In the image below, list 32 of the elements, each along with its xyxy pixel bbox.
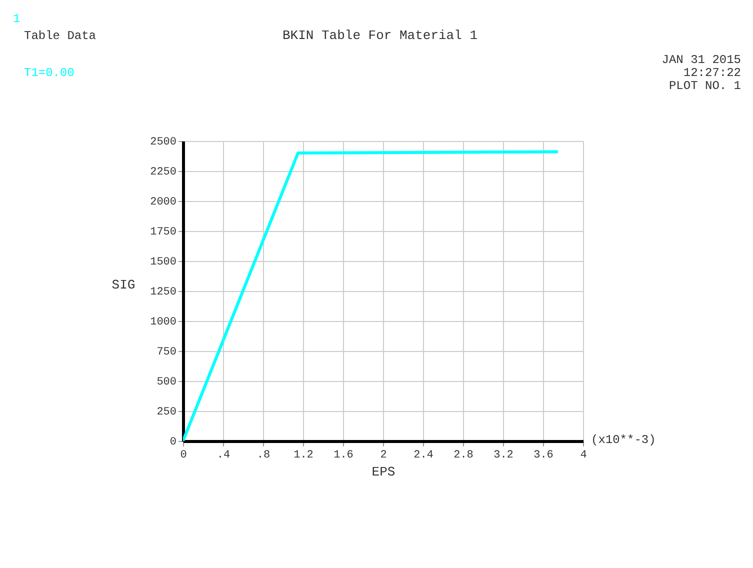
y-tick-label: 2000 xyxy=(150,196,176,208)
text: 1 xyxy=(13,12,20,26)
y-tick-label: 1750 xyxy=(150,226,176,238)
x-tick-label: 2.4 xyxy=(414,450,434,462)
x-tick-label: 0 xyxy=(180,450,187,462)
x-tick-label: 2 xyxy=(380,450,387,462)
x-axis-title: EPS xyxy=(372,464,396,480)
y-tick-label: 2500 xyxy=(150,136,176,148)
text: 12:27:22 xyxy=(683,66,741,80)
text: T1=0.00 xyxy=(24,66,74,80)
x-tick-label: .4 xyxy=(216,450,230,462)
y-tick-label: 0 xyxy=(170,436,176,448)
x-tick-label: 2.8 xyxy=(454,450,474,462)
x-tick-label: 1.6 xyxy=(334,450,354,462)
y-tick-label: 2250 xyxy=(150,166,176,178)
y-tick-label: 1250 xyxy=(150,286,176,298)
y-tick-label: 1500 xyxy=(150,256,176,268)
y-tick-label: 750 xyxy=(156,346,176,358)
y-axis-title: SIG xyxy=(112,278,136,292)
x-tick-label: 4 xyxy=(580,450,588,462)
y-tick-label: 250 xyxy=(156,406,176,418)
x-tick-label: .8 xyxy=(256,450,270,462)
x-tick-label: 1.2 xyxy=(294,450,314,462)
text: JAN 31 2015 xyxy=(662,53,741,67)
text: PLOT NO. 1 xyxy=(668,79,741,93)
chart-title: BKIN Table For Material 1 xyxy=(282,28,478,43)
text: Table Data xyxy=(24,29,96,43)
x-tick-label: 3.2 xyxy=(494,450,514,462)
y-tick-label: 1000 xyxy=(150,316,176,328)
x-tick-label: 3.6 xyxy=(534,450,554,462)
text: (x10**-3) xyxy=(591,433,656,447)
y-tick-label: 500 xyxy=(156,376,176,388)
